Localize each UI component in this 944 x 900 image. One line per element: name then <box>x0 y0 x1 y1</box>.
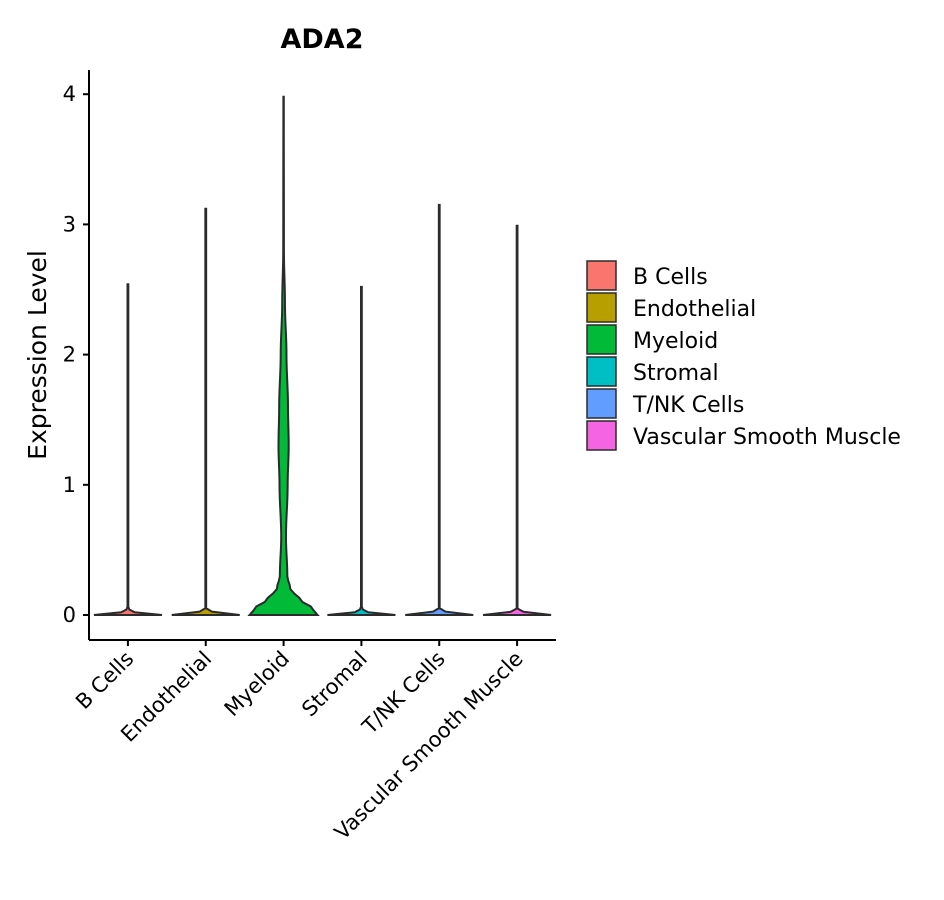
legend: B Cells Endothelial Myeloid Stromal T/NK Cel… <box>586 260 901 451</box>
legend-label-b-cells: B Cells <box>633 265 708 290</box>
violin-endothelial <box>171 207 240 616</box>
legend-key-t-nk-cells <box>586 388 617 419</box>
legend-key-stromal <box>586 356 617 387</box>
y-tick-label: 1 <box>63 473 76 497</box>
violin-myeloid <box>247 95 320 616</box>
violin-stromal <box>327 285 396 616</box>
y-tick-label: 0 <box>63 603 76 627</box>
y-axis-label: Expression Level <box>23 250 52 460</box>
legend-label-t-nk-cells: T/NK Cells <box>632 393 744 418</box>
legend-label-endothelial: Endothelial <box>633 297 756 322</box>
legend-label-stromal: Stromal <box>633 361 719 386</box>
y-tick-label: 3 <box>63 212 76 236</box>
legend-key-b-cells <box>586 260 617 291</box>
y-tick-label: 4 <box>63 82 76 106</box>
legend-label-myeloid: Myeloid <box>633 329 718 354</box>
legend-label-vascular-smooth-muscle: Vascular Smooth Muscle <box>633 425 901 450</box>
x-tick-label-myeloid: Myeloid <box>220 647 294 721</box>
violin-group <box>93 95 552 616</box>
violin-t-nk-cells <box>405 203 474 616</box>
y-tick-label: 2 <box>63 343 76 367</box>
legend-key-myeloid <box>586 324 617 355</box>
x-tick-label-b-cells: B Cells <box>71 647 138 714</box>
x-tick-label-stromal: Stromal <box>297 647 372 722</box>
chart-title: ADA2 <box>281 24 364 55</box>
violin-vascular-smooth-muscle <box>482 224 552 616</box>
legend-key-vascular-smooth-muscle <box>586 420 617 451</box>
y-axis: 0 1 2 3 4 <box>63 70 90 640</box>
legend-key-endothelial <box>586 292 617 323</box>
violin-b-cells <box>93 283 163 616</box>
